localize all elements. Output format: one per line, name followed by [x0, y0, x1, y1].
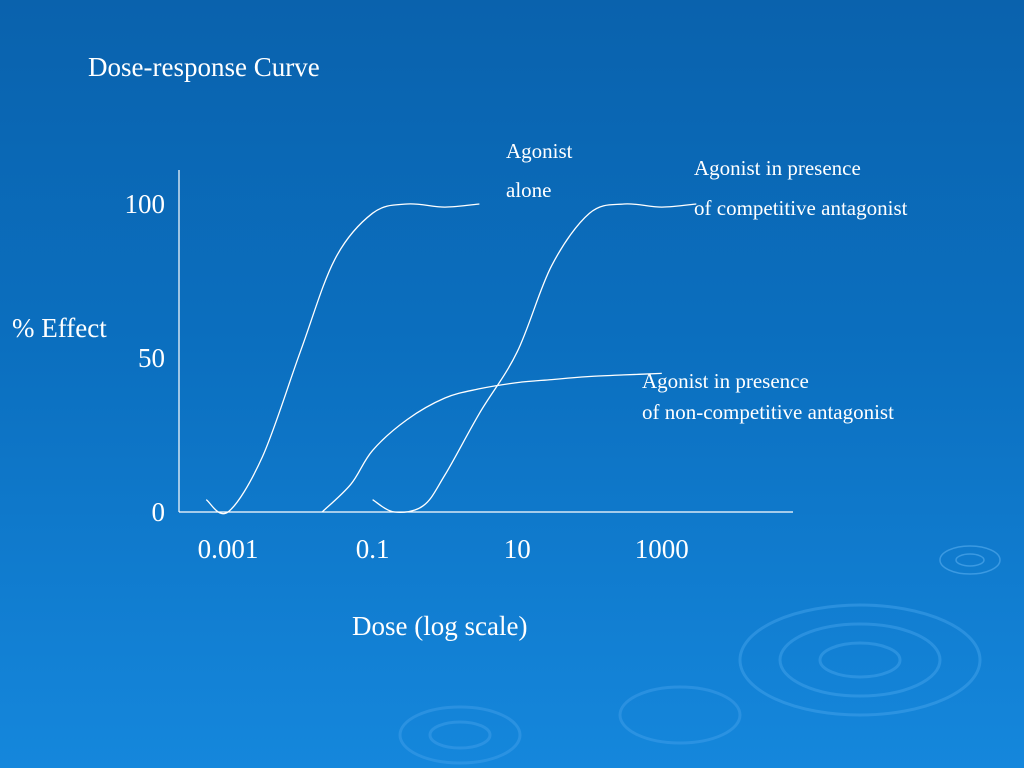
non-competitive-antagonist-curve [321, 372, 662, 513]
competitive-antagonist-label-line: Agonist in presence [694, 156, 861, 180]
axes [178, 170, 793, 513]
series-labels: Agonist alone Agonist in presence of compet… [506, 139, 908, 424]
x-tick-label: 10 [504, 534, 531, 564]
ripple-decoration [398, 545, 1001, 765]
competitive-antagonist-label-line: of competitive antagonist [694, 196, 908, 220]
x-tick-label: 0.001 [198, 534, 259, 564]
y-tick-labels: 0 50 100 [125, 189, 166, 527]
x-axis-label: Dose (log scale) [352, 611, 527, 641]
competitive-antagonist-curve [372, 203, 697, 513]
agonist-alone-label-line: Agonist [506, 139, 573, 163]
y-tick-label: 0 [152, 497, 166, 527]
x-tick-label: 0.1 [356, 534, 390, 564]
y-axis-label: % Effect [12, 313, 107, 343]
agonist-alone-label-line: alone [506, 178, 551, 202]
agonist-alone-curve [205, 203, 480, 515]
non-competitive-antagonist-label-line: Agonist in presence [642, 369, 809, 393]
y-tick-label: 100 [125, 189, 166, 219]
non-competitive-antagonist-label-line: of non-competitive antagonist [642, 400, 894, 424]
y-tick-label: 50 [138, 343, 165, 373]
chart-title: Dose-response Curve [88, 52, 320, 82]
x-tick-labels: 0.001 0.1 10 1000 [198, 534, 689, 564]
series-lines [205, 203, 697, 515]
x-tick-label: 1000 [635, 534, 689, 564]
